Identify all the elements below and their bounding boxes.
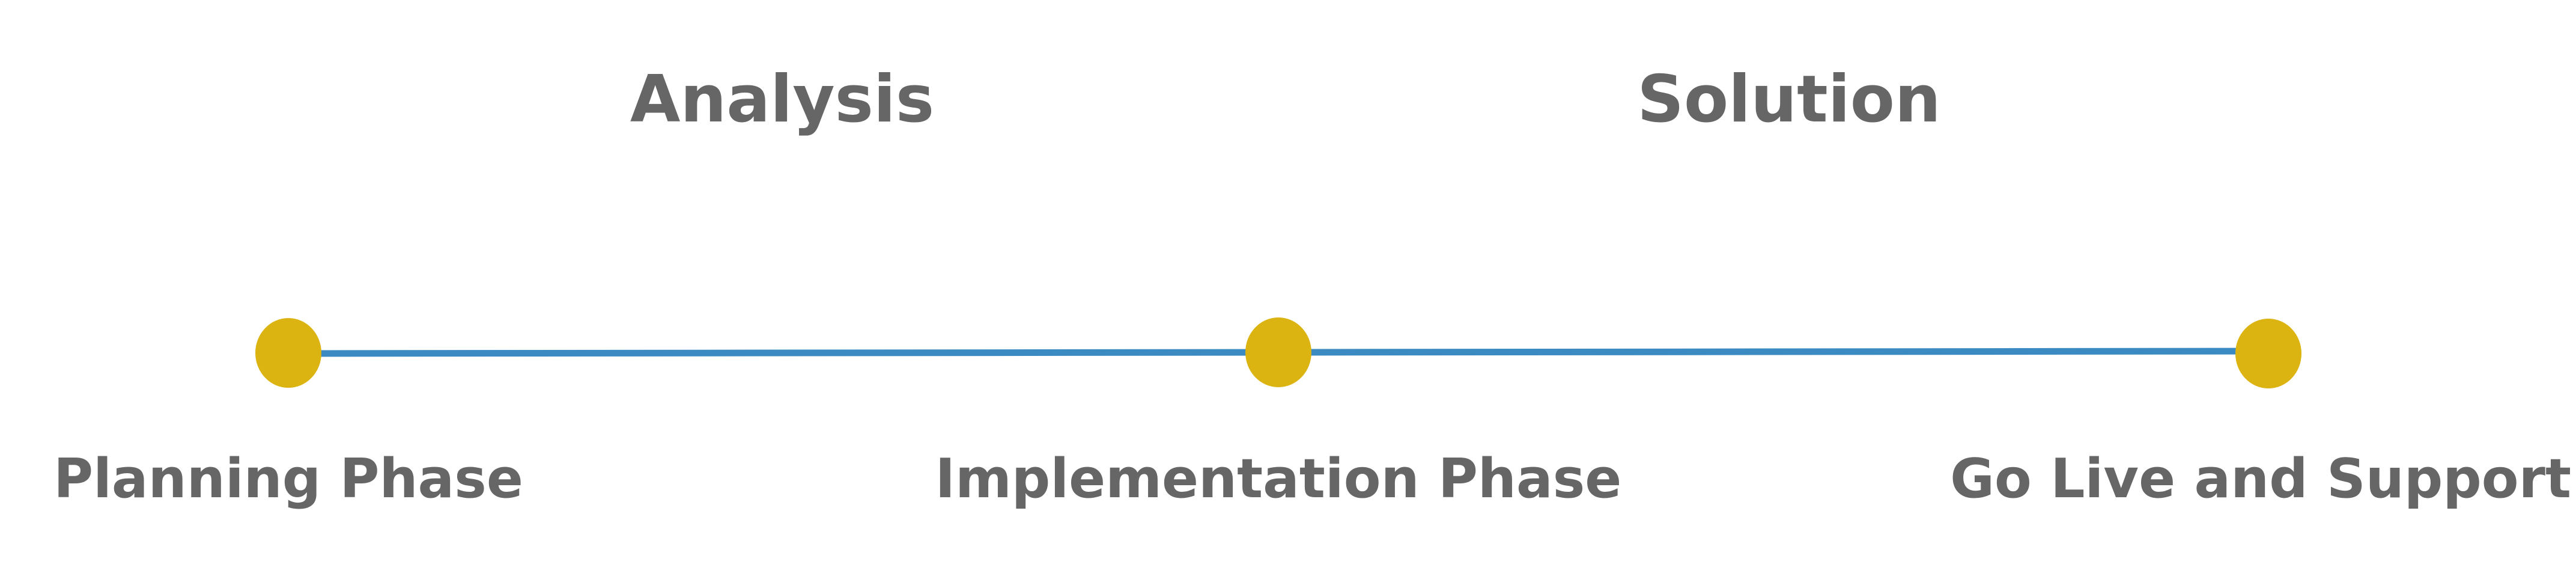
milestone-implementation-dot [1245, 317, 1311, 387]
stage-label-solution: Solution [1637, 62, 1941, 137]
milestone-planning-dot [255, 318, 321, 388]
stage-label-analysis: Analysis [630, 62, 935, 137]
timeline-segment-planning-to-implementation [285, 349, 1282, 357]
phase-label-golive: Go Live and Support [1950, 447, 2571, 510]
timeline-segment-implementation-to-golive [1275, 348, 2272, 356]
milestone-golive-dot [2235, 319, 2301, 388]
phase-label-implementation: Implementation Phase [935, 447, 1622, 510]
phase-label-planning: Planning Phase [53, 447, 523, 510]
